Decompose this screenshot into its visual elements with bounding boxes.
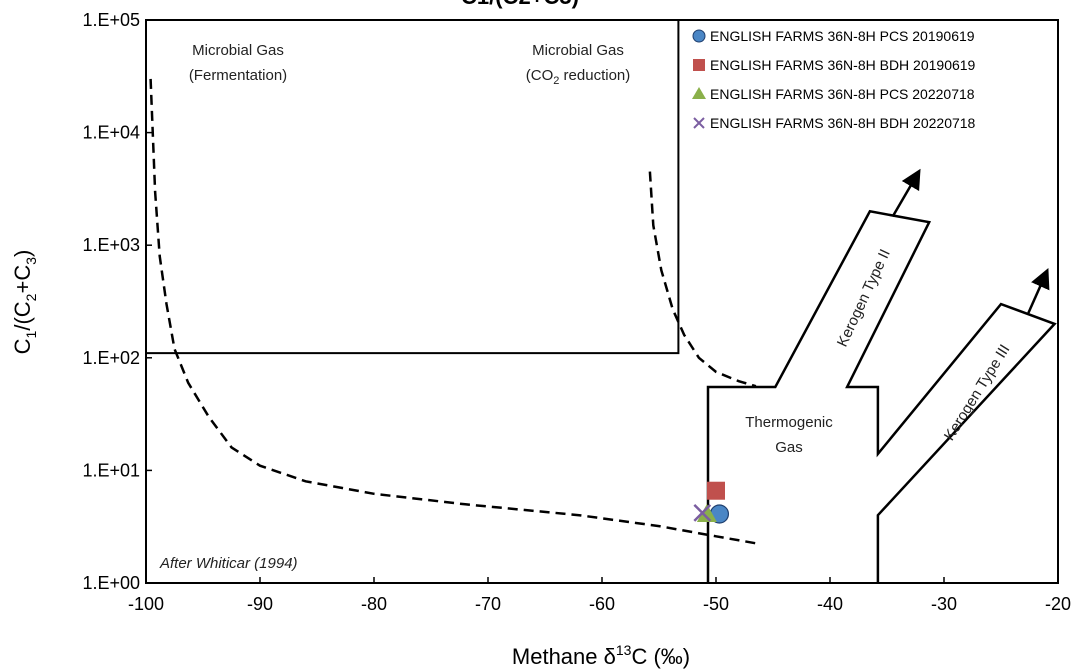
y-tick-label: 1.E+02 xyxy=(82,348,140,368)
x-tick-label: -100 xyxy=(128,594,164,614)
legend-item-1: ENGLISH FARMS 36N-8H PCS 20190619 xyxy=(692,28,975,44)
legend-item-4: ENGLISH FARMS 36N-8H BDH 20220718 xyxy=(693,115,976,131)
x-axis-title: Methane δ13C (‰) xyxy=(512,642,690,669)
thermogenic-label-line2: Gas xyxy=(775,439,803,456)
legend-box xyxy=(688,23,1054,145)
x-tick-label: -80 xyxy=(361,594,387,614)
co2-label-line2: (CO2 reduction) xyxy=(526,67,631,87)
data-markers xyxy=(693,481,730,524)
y-tick-label: 1.E+01 xyxy=(82,460,140,480)
legend-label-1: ENGLISH FARMS 36N-8H PCS 20190619 xyxy=(710,28,975,44)
region-label-co2-reduction: Microbial Gas (CO2 reduction) xyxy=(526,42,631,87)
microbial-boundary-line xyxy=(146,20,680,355)
x-tick-label: -30 xyxy=(931,594,957,614)
x-axis-title-rest: C (‰) xyxy=(631,644,690,669)
x-tick-label: -40 xyxy=(817,594,843,614)
annotation-after-whiticar: After Whiticar (1994) xyxy=(159,555,298,572)
x-tick-label: -90 xyxy=(247,594,273,614)
y-c1: C xyxy=(10,338,35,354)
co2-label-line1: Microbial Gas xyxy=(532,42,624,59)
x-tick-label: -60 xyxy=(589,594,615,614)
y-axis-ticks: 1.E+00 1.E+01 1.E+02 1.E+03 1.E+04 1.E+05 xyxy=(82,10,152,593)
y-slash: /(C xyxy=(10,301,35,330)
x-tick-label: -70 xyxy=(475,594,501,614)
thermogenic-kerogen-outline xyxy=(706,209,1057,583)
kerogen-type-iii-arrow xyxy=(1027,268,1050,314)
legend-marker-square xyxy=(693,59,705,71)
thermogenic-label-line1: Thermogenic xyxy=(745,414,833,431)
x-axis-title-text: Methane δ xyxy=(512,644,616,669)
x-tick-label: -20 xyxy=(1045,594,1071,614)
legend-marker-circle xyxy=(692,29,706,43)
chart-title: C1/(C2+C3) xyxy=(461,0,579,9)
co2-label-post: reduction) xyxy=(559,67,630,84)
y-plus: +C xyxy=(10,265,35,294)
x-axis-title-sup: 13 xyxy=(616,642,632,658)
y-tick-label: 1.E+04 xyxy=(82,123,140,143)
data-point-triangle xyxy=(696,504,717,523)
y-tick-label: 1.E+05 xyxy=(82,10,140,30)
co2-label-sub: 2 xyxy=(553,75,559,87)
fermentation-curve xyxy=(149,78,757,545)
legend-marker-x xyxy=(693,117,705,129)
y-tick-label: 1.E+00 xyxy=(82,573,140,593)
legend-item-3: ENGLISH FARMS 36N-8H PCS 20220718 xyxy=(692,86,975,102)
legend-marker-triangle xyxy=(692,87,706,99)
co2-reduction-curve xyxy=(648,171,757,388)
legend-label-4: ENGLISH FARMS 36N-8H BDH 20220718 xyxy=(710,115,976,131)
y-c1-sub: 1 xyxy=(23,330,39,338)
legend-label-2: ENGLISH FARMS 36N-8H BDH 20190619 xyxy=(710,57,976,73)
data-point-x xyxy=(693,503,712,522)
y-c3-sub: 3 xyxy=(23,257,39,265)
co2-label-pre: (CO xyxy=(526,67,554,84)
y-close: ) xyxy=(10,250,35,257)
kerogen-type-iii-label: Kerogen Type III xyxy=(941,342,1014,444)
legend-label-3: ENGLISH FARMS 36N-8H PCS 20220718 xyxy=(710,86,975,102)
fermentation-label-line2: (Fermentation) xyxy=(189,67,287,84)
legend: ENGLISH FARMS 36N-8H PCS 20190619 ENGLIS… xyxy=(688,23,1054,145)
y-c2-sub: 2 xyxy=(23,293,39,301)
kerogen-type-ii-arrow xyxy=(891,168,921,218)
fermentation-label-line1: Microbial Gas xyxy=(192,42,284,59)
region-label-fermentation: Microbial Gas (Fermentation) xyxy=(189,42,287,84)
interpretation-overlays xyxy=(146,20,1057,583)
x-tick-label: -50 xyxy=(703,594,729,614)
y-tick-label: 1.E+03 xyxy=(82,235,140,255)
region-label-thermogenic: Thermogenic Gas xyxy=(745,414,833,456)
legend-item-2: ENGLISH FARMS 36N-8H BDH 20190619 xyxy=(693,57,976,73)
data-point-square xyxy=(707,481,725,500)
x-axis-ticks: -100 -90 -80 -70 -60 -50 -40 -30 -20 xyxy=(128,577,1071,614)
y-axis-title: C1/(C2+C3) xyxy=(10,250,39,355)
